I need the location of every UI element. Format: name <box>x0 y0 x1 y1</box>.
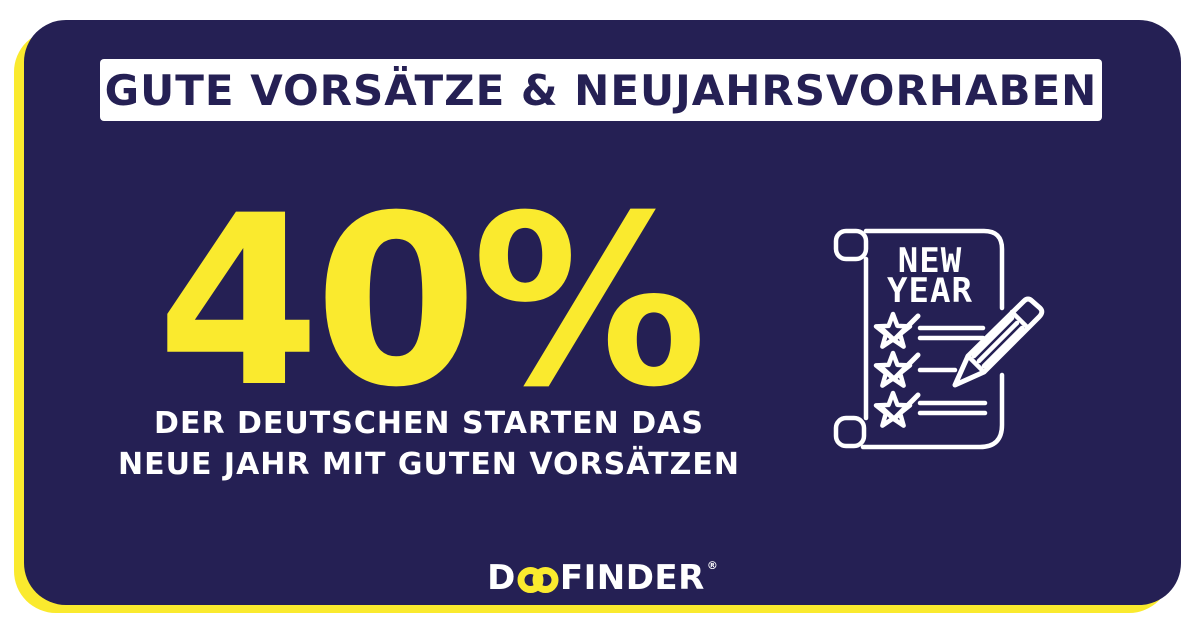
scroll-paper-icon <box>833 228 1005 450</box>
pencil-icon <box>952 296 1045 388</box>
check-icon <box>880 352 921 382</box>
stat-description: DER DEUTSCHEN STARTEN DAS NEUE JAHR MIT … <box>24 403 834 485</box>
doofinder-logo: D FINDER ® <box>24 558 1181 598</box>
header-title: GUTE VORSÄTZE & NEUJAHRSVORHABEN <box>104 65 1098 115</box>
pencil-wood-line <box>965 353 987 375</box>
star-checkbox-2 <box>873 350 921 388</box>
logo-double-o-icon <box>517 566 559 593</box>
pencil-hatch <box>976 320 1020 364</box>
registered-trademark-icon: ® <box>706 559 718 572</box>
pencil-eraser-line <box>1009 309 1031 331</box>
infographic-card: GUTE VORSÄTZE & NEUJAHRSVORHABEN 40% DER… <box>24 20 1181 605</box>
list-lines <box>917 325 988 416</box>
check-icon <box>880 392 921 422</box>
icon-label-year: YEAR <box>887 271 973 311</box>
stat-description-line1: DER DEUTSCHEN STARTEN DAS <box>154 406 704 441</box>
check-icon <box>880 313 921 343</box>
scroll-top-edge <box>863 228 1005 311</box>
stat-description-line2: NEUE JAHR MIT GUTEN VORSÄTZEN <box>118 447 740 482</box>
pencil-outline <box>952 296 1045 388</box>
star-checkbox-3 <box>873 390 921 428</box>
icon-label-new: NEW <box>898 241 962 281</box>
pencil-hatch <box>971 315 1015 359</box>
star-checkbox-1 <box>873 311 921 349</box>
scroll-bottom-curl <box>833 415 867 449</box>
pencil-hatch <box>981 325 1025 369</box>
logo-text-finder: FINDER <box>559 558 705 598</box>
logo-letter-d: D <box>487 558 516 598</box>
scroll-bottom-edge <box>860 372 1005 450</box>
scroll-top-curl <box>833 228 869 262</box>
new-year-checklist-icon: NEW YEAR <box>833 228 1045 450</box>
header-banner: GUTE VORSÄTZE & NEUJAHRSVORHABEN <box>100 59 1102 121</box>
stat-value: 40% <box>156 166 708 439</box>
